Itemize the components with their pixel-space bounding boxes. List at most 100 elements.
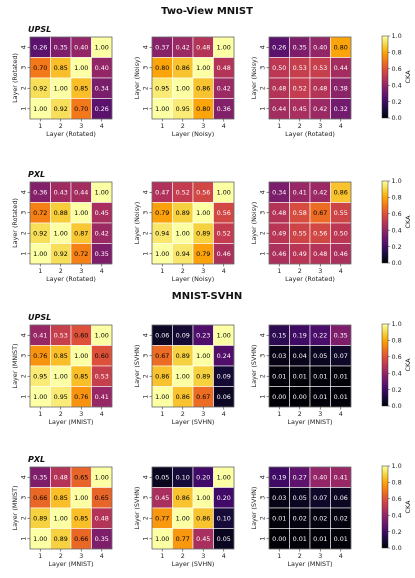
cell-value-label: 0.45 [155,494,169,502]
cell-value-label: 0.66 [33,494,47,502]
cell-value-label: 0.41 [33,332,47,340]
colorbar-gradient [381,180,389,264]
cell-value-label: 0.01 [272,515,286,523]
cell-value-label: 0.85 [54,494,68,502]
x-tick-label: 3 [318,410,322,418]
cell-value-label: 1.00 [95,474,109,482]
y-axis-label: Layer (Noisy) [133,202,141,244]
cell-value-label: 0.01 [334,373,348,381]
cell-value-label: 0.01 [272,373,286,381]
cell-value-label: 0.35 [293,44,307,52]
cell-value-label: 1.00 [176,85,190,93]
x-tick-label: 2 [181,267,185,275]
colorbar-tick-label: 1.0 [392,32,402,40]
x-tick-label: 2 [59,552,63,560]
colorbar-tick-label: 0.6 [392,353,402,361]
x-tick-label: 1 [38,122,42,130]
heatmap-frame [151,466,235,550]
x-tick-label: 4 [339,267,343,275]
colorbars: 0.0 0.2 0.4 0.6 0.8 1.0 CKA 0.0 0.2 0.4 0.6 0.8 1.0 C… [381,32,412,552]
heatmap-panel-4: PXL 0.36 0.43 0.44 1.00 0.72 0.88 1.00 0.45 0.92 1… [11,170,113,283]
cell-value-label: 1.00 [176,230,190,238]
colorbar-tick-label: 0.0 [392,114,402,122]
cell-value-label: 1.00 [33,105,47,113]
cell-value-label: 0.48 [313,250,327,258]
cell-value-label: 0.48 [272,85,286,93]
x-axis-label: Layer (SVHN) [172,560,215,568]
cell-value-label: 1.00 [74,209,88,217]
heatmap-frame [29,181,113,265]
cell-value-label: 0.53 [95,373,109,381]
x-tick-label: 4 [339,122,343,130]
y-axis-label: Layer (Rotated) [11,198,19,248]
cell-value-label: 0.85 [54,352,68,360]
cell-value-label: 0.45 [293,105,307,113]
cell-value-label: 0.89 [196,373,210,381]
cell-value-label: 0.89 [176,352,190,360]
heatmap-panel-11: 0.05 0.10 0.20 1.00 0.45 0.86 1.00 0.20 0.77 1.00… [133,466,235,568]
y-axis-label: Layer (Noisy) [133,57,141,99]
cell-value-label: 0.52 [176,189,190,197]
x-axis-label: Layer (MNIST) [49,418,94,426]
colorbar-1: 0.0 0.2 0.4 0.6 0.8 1.0 CKA [381,32,412,122]
y-tick-label: 2 [259,374,267,378]
cell-value-label: 0.92 [33,85,47,93]
cell-value-label: 1.00 [217,44,231,52]
y-tick-label: 4 [20,333,28,337]
cell-value-label: 0.55 [334,209,348,217]
cell-value-label: 0.92 [33,230,47,238]
x-axis-label: Layer (MNIST) [288,418,333,426]
cell-value-label: 0.89 [54,535,68,543]
y-tick-label: 1 [259,252,267,256]
cell-value-label: 0.01 [334,393,348,401]
cell-value-label: 0.00 [293,393,307,401]
cell-value-label: 1.00 [95,44,109,52]
cell-value-label: 0.85 [54,64,68,72]
cell-value-label: 0.49 [272,230,286,238]
x-tick-label: 4 [339,552,343,560]
y-tick-label: 3 [142,211,150,215]
y-tick-label: 2 [259,231,267,235]
cell-value-label: 0.02 [334,515,348,523]
cell-value-label: 0.79 [155,209,169,217]
y-axis-label: Layer (Noisy) [250,57,258,99]
y-tick-label: 4 [259,333,267,337]
cell-value-label: 0.07 [334,352,348,360]
cell-value-label: 0.92 [54,105,68,113]
cell-value-label: 0.34 [95,85,109,93]
cell-value-label: 0.42 [313,189,327,197]
cell-value-label: 0.67 [155,352,169,360]
cell-value-label: 0.26 [33,44,47,52]
y-tick-label: 1 [142,252,150,256]
y-tick-label: 3 [259,66,267,70]
cell-value-label: 0.80 [196,105,210,113]
cell-value-label: 0.03 [272,352,286,360]
cell-value-label: 0.95 [176,105,190,113]
cell-value-label: 1.00 [54,373,68,381]
colorbar-tick-label: 0.4 [392,81,402,89]
colorbar-2: 0.0 0.2 0.4 0.6 0.8 1.0 CKA [381,177,412,267]
cell-value-label: 0.41 [95,393,109,401]
colorbar-tick-label: 0.0 [392,544,402,552]
x-axis-label: Layer (Noisy) [172,275,214,283]
y-axis-label: Layer (MNIST) [11,344,19,389]
cell-value-label: 0.58 [293,209,307,217]
cell-value-label: 1.00 [54,515,68,523]
cell-value-label: 0.60 [95,352,109,360]
cell-value-label: 1.00 [33,535,47,543]
cell-value-label: 0.77 [176,535,190,543]
cell-value-label: 1.00 [74,494,88,502]
heatmap-panel-6: 0.34 0.41 0.42 0.86 0.48 0.58 0.67 0.55 0.49 0.55… [250,181,352,283]
cell-value-label: 0.01 [313,393,327,401]
cell-value-label: 0.50 [334,230,348,238]
cell-value-label: 0.42 [176,44,190,52]
cell-value-label: 0.19 [293,332,307,340]
cell-value-label: 0.40 [313,474,327,482]
x-tick-label: 3 [318,552,322,560]
x-tick-label: 4 [222,122,226,130]
cell-value-label: 0.41 [334,474,348,482]
x-axis-label: Layer (MNIST) [49,560,94,568]
cell-value-label: 0.66 [74,535,88,543]
cell-value-label: 1.00 [196,64,210,72]
